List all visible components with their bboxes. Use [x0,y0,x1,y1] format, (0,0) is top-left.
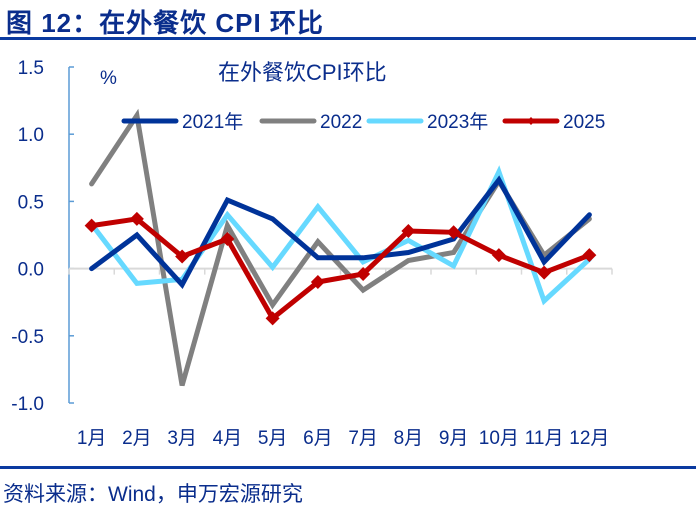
diamond-marker [491,248,506,263]
legend-label: 2021年 [182,111,243,133]
y-unit-label: % [100,68,117,89]
y-tick-label: 1.5 [18,58,44,79]
line-chart: 1.51.00.50.0-0.5-1.0 1月 2月 3月 4月 5月 6月 7月 8月 9月 1… [11,58,613,449]
series-line-2021年 [89,175,592,290]
x-tick-label: 5月 [258,428,288,449]
x-tick-label: 2月 [122,428,152,449]
diamond-marker [84,218,99,233]
diamond-marker [356,266,371,281]
series-line-2025 [89,216,592,323]
diamond-marker [265,311,280,326]
title-divider [0,37,696,40]
x-tick-label: 7月 [348,428,378,449]
diamond-marker [527,117,535,125]
diamond-marker [310,275,325,290]
source-divider [0,466,696,469]
series-line-2023年 [89,165,592,306]
diamond-marker [175,249,190,264]
x-tick-label: 8月 [394,428,424,449]
y-axis: 1.5 1.0 0.5 0.0 -0.5 -1.0 [11,58,74,415]
x-tick-label: 11月 [525,428,564,449]
diamond-marker [446,225,461,240]
legend-label: 2025 [563,112,605,133]
series-group [84,108,597,387]
x-tick-label: 9月 [439,428,469,449]
chart-title: 在外餐饮CPI环比 [218,60,387,85]
x-tick-label: 6月 [303,428,333,449]
x-axis: 1月 2月 3月 4月 5月 6月 7月 8月 9月 10月 11月 12月 [68,267,613,449]
x-tick-label: 12月 [569,428,609,449]
diamond-marker [129,211,144,226]
figure-title: 图 12：在外餐饮 CPI 环比 [6,8,324,38]
x-tick-label: 1月 [77,428,107,449]
diamond-marker [537,265,552,280]
y-tick-label: -0.5 [11,327,44,348]
legend: 2021年 2022 2023年 2025 [121,111,605,133]
source-note: 资料来源：Wind，申万宏源研究 [3,483,303,506]
legend-label: 2022 [320,112,362,133]
legend-label: 2023年 [427,111,488,133]
series-line-2022 [89,108,592,387]
x-tick-label: 10月 [479,428,519,449]
y-tick-label: -1.0 [11,394,44,415]
y-tick-label: 0.5 [18,192,44,213]
y-tick-label: 0.0 [18,260,44,281]
x-tick-label: 3月 [167,428,197,449]
diamond-marker [401,223,416,238]
diamond-marker [220,232,235,247]
y-tick-label: 1.0 [18,125,44,146]
x-tick-label: 4月 [213,428,243,449]
diamond-marker [582,248,597,263]
